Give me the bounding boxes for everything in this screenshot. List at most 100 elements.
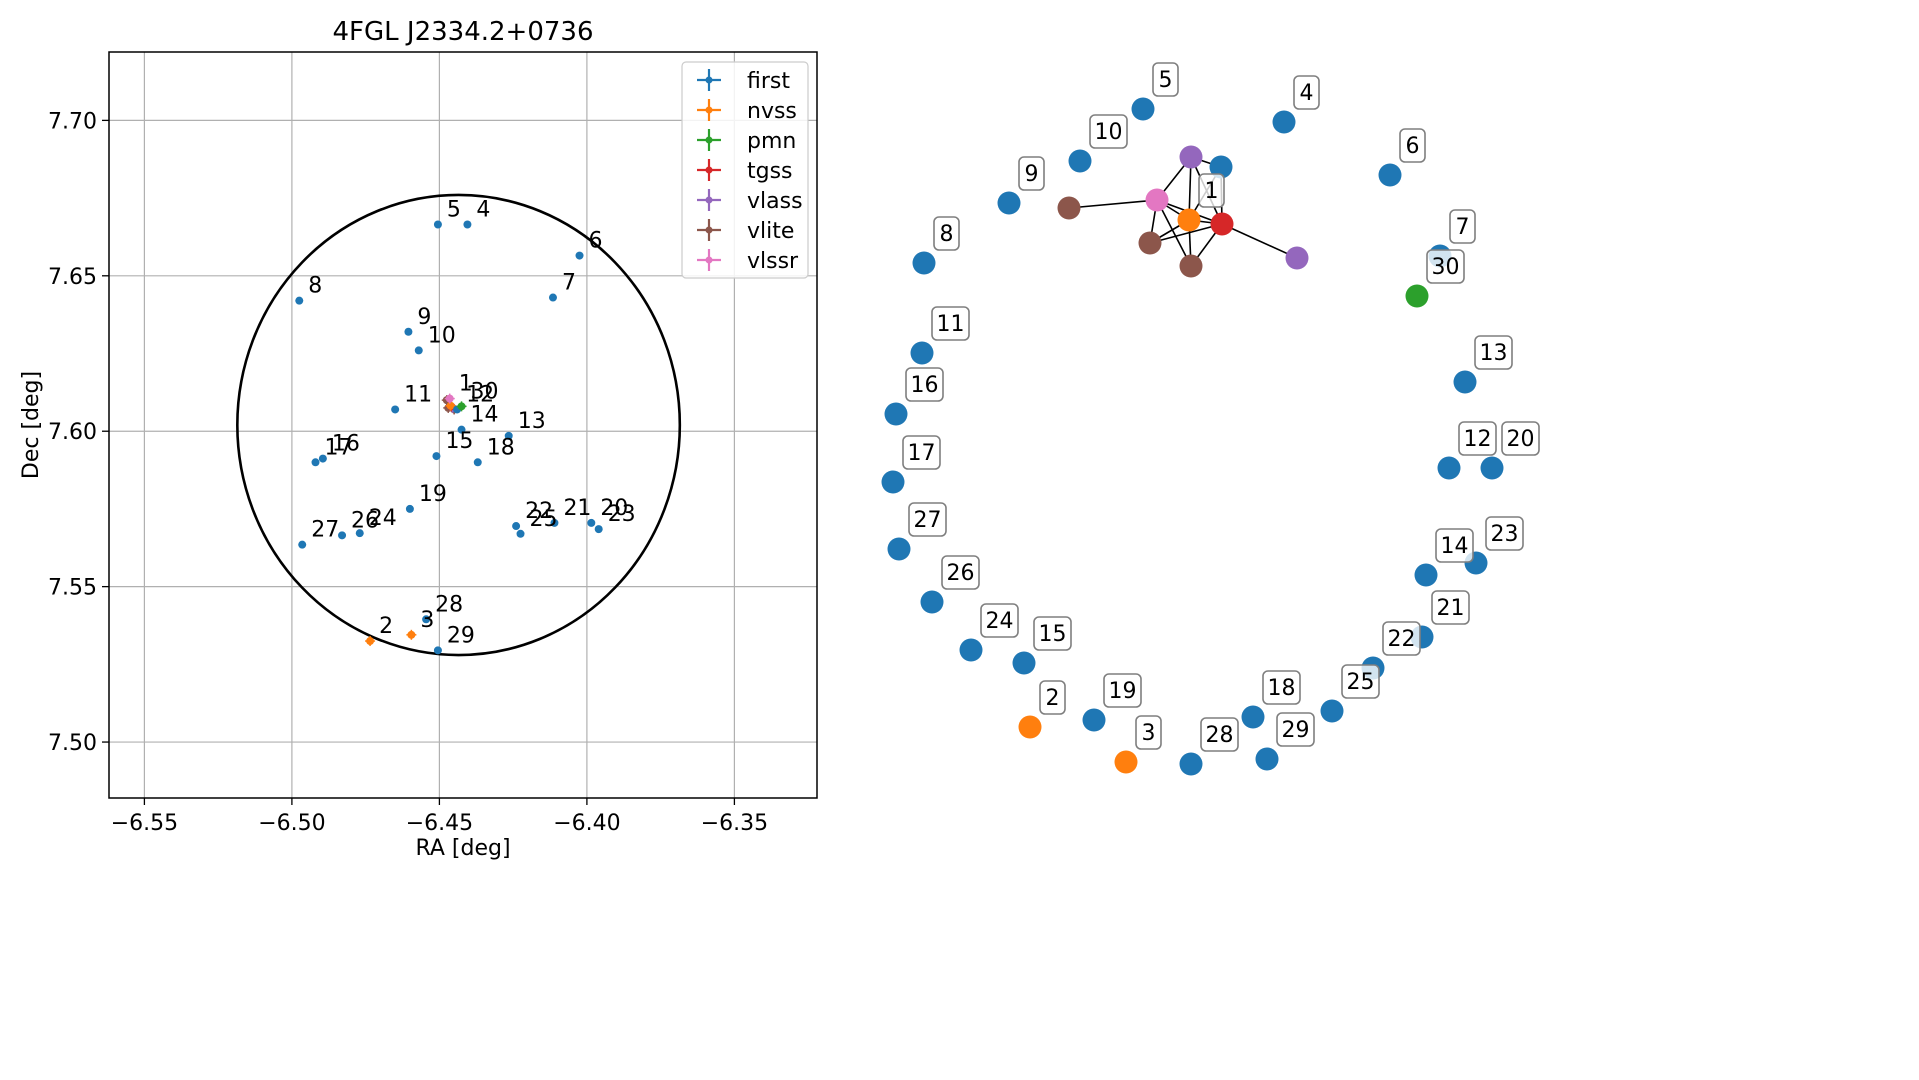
network-node-label-19: 19: [1103, 673, 1142, 708]
point-label-24: 24: [369, 506, 397, 531]
point-label-10: 10: [428, 323, 456, 348]
legend-label-nvss: nvss: [747, 99, 797, 124]
network-node-vlass: [1179, 145, 1203, 169]
node-label-box: [905, 367, 944, 402]
y-tick-label: 7.65: [48, 265, 97, 290]
network-node-first: [881, 470, 905, 494]
network-node-label-5: 5: [1152, 62, 1179, 97]
point-marker: [433, 646, 442, 655]
network-node-first: [1082, 708, 1106, 732]
point-nvss-3: [406, 629, 417, 640]
legend-box: [681, 61, 809, 279]
network-node-label-22: 22: [1382, 621, 1421, 656]
node-label-box: [1501, 421, 1540, 456]
network-node-label-10: 10: [1089, 114, 1128, 149]
legend-items: first nvss pmn tgss vlass vlite vlssr: [697, 69, 803, 274]
node-label-box: [908, 502, 947, 537]
point-first-8: [295, 296, 304, 305]
point-first-11: [391, 405, 400, 414]
x-tick-label: −6.55: [111, 811, 178, 836]
network-node-first: [1453, 370, 1477, 394]
network-node-label-20: 20: [1501, 421, 1540, 456]
node-label-text: 14: [1441, 534, 1469, 559]
node-label-text: 30: [1432, 255, 1460, 280]
node-label-text: 24: [986, 609, 1014, 634]
point-label-27: 27: [311, 518, 339, 543]
network-node-nvss: [1114, 750, 1138, 774]
point-marker: [298, 540, 307, 549]
network-node-vlite: [1138, 231, 1162, 255]
node-label-text: 25: [1347, 670, 1375, 695]
point-marker: [463, 220, 472, 229]
network-node-label-3: 3: [1135, 715, 1162, 750]
point-first-28: [422, 615, 431, 624]
network-node-label-6: 6: [1399, 128, 1426, 163]
network-node-first: [1480, 456, 1504, 480]
network-node-label-27: 27: [908, 502, 947, 537]
network-node-first: [1012, 651, 1036, 675]
point-label-7: 7: [562, 271, 576, 296]
node-label-box: [933, 216, 960, 251]
network-node-first: [1179, 752, 1203, 776]
point-label-25: 25: [530, 507, 558, 532]
point-first-29: [433, 646, 442, 655]
network-node-tgss: [1210, 212, 1234, 236]
point-marker: [355, 529, 364, 538]
legend-label-first: first: [747, 69, 790, 94]
node-label-text: 27: [914, 508, 942, 533]
network-node-first: [1131, 97, 1155, 121]
node-label-box: [980, 603, 1019, 638]
point-label-19: 19: [419, 482, 447, 507]
network-node-first: [997, 191, 1021, 215]
node-label-text: 18: [1268, 676, 1296, 701]
network-node-label-14: 14: [1435, 528, 1474, 563]
point-label-20: 20: [600, 496, 628, 521]
point-label-11: 11: [404, 382, 432, 407]
node-label-text: 21: [1437, 596, 1465, 621]
network-node-first: [920, 590, 944, 614]
scatter-panel: 4FGL J2334.2+0736 −6.55 −6.50 −6.45 −6.40 −6…: [19, 17, 818, 861]
point-marker: [338, 531, 347, 540]
network-node-label-8: 8: [933, 216, 960, 251]
network-node-vlass: [1285, 246, 1309, 270]
network-edge: [1221, 223, 1298, 259]
y-axis-label: Dec [deg]: [19, 371, 44, 479]
node-label-box: [1382, 621, 1421, 656]
network-node-first: [959, 638, 983, 662]
network-panel: 2345678910111213141516171819202122232425…: [881, 62, 1540, 776]
error-ellipse-group: [236, 193, 682, 657]
y-ticks: 7.50 7.55 7.60 7.65 7.70: [48, 109, 109, 756]
network-node-label-12: 12: [1458, 421, 1497, 456]
point-marker: [433, 220, 442, 229]
legend-label-vlass: vlass: [747, 189, 803, 214]
point-first-27: [298, 540, 307, 549]
network-node-vlssr: [1145, 188, 1169, 212]
point-vlssr-1: [444, 393, 455, 404]
node-label-text: 29: [1282, 718, 1310, 743]
node-label-text: 4: [1300, 81, 1314, 106]
node-label-text: 9: [1025, 162, 1039, 187]
x-axis-label: RA [deg]: [415, 836, 510, 861]
node-label-box: [902, 435, 941, 470]
node-label-box: [1276, 712, 1315, 747]
point-marker: [594, 525, 603, 534]
node-label-text: 15: [1039, 622, 1067, 647]
node-label-box: [1200, 717, 1239, 752]
node-label-text: 16: [911, 373, 939, 398]
point-marker: [295, 296, 304, 305]
network-node-label-1: 1: [1198, 173, 1225, 208]
point-first-9: [404, 327, 413, 336]
point-first-10: [414, 346, 423, 355]
point-first-21: [550, 518, 559, 527]
point-marker: [366, 637, 375, 646]
legend-marker-dot: [705, 196, 713, 204]
network-node-label-9: 9: [1018, 156, 1045, 191]
network-node-label-11: 11: [931, 306, 970, 341]
legend-entry-vlass: vlass: [697, 189, 803, 214]
network-node-pmn: [1405, 284, 1429, 308]
point-marker: [391, 405, 400, 414]
legend-entry-vlite: vlite: [697, 219, 794, 244]
legend: first nvss pmn tgss vlass vlite vlssr: [681, 61, 809, 279]
point-first-22: [512, 522, 521, 531]
